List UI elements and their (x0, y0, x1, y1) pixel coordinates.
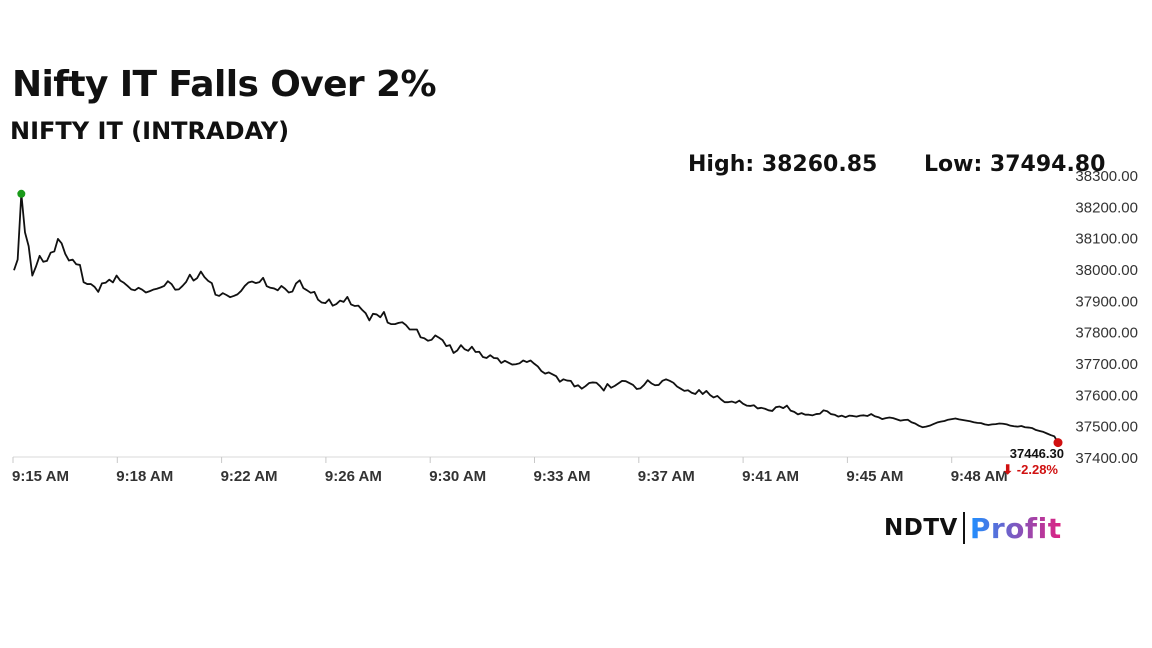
x-tick-label: 9:26 AM (325, 468, 382, 485)
first-point-marker (17, 189, 26, 198)
y-tick-label: 37900.00 (1075, 293, 1138, 310)
x-tick-label: 9:22 AM (221, 468, 278, 485)
chart-headline: Nifty IT Falls Over 2% (12, 64, 437, 105)
y-tick-label: 38100.00 (1075, 231, 1138, 248)
y-tick-label: 37600.00 (1075, 387, 1138, 404)
series-line-nifty-it (13, 192, 1059, 444)
last-point-marker (1053, 438, 1063, 448)
x-tick-label: 9:15 AM (12, 468, 69, 485)
y-tick-label: 37400.00 (1075, 450, 1138, 467)
x-tick-label: 9:33 AM (534, 468, 591, 485)
y-tick-label: 37700.00 (1075, 356, 1138, 373)
high-value: High: 38260.85 (688, 152, 878, 177)
x-axis: 9:15 AM 9:18 AM 9:22 AM 9:26 AM 9:30 AM 9:33 … (12, 456, 1060, 485)
x-tick-label: 9:45 AM (846, 468, 903, 485)
y-tick-label: 38000.00 (1075, 262, 1138, 279)
last-value-label: 37446.30 (1010, 446, 1064, 461)
x-tick-label: 9:18 AM (116, 468, 173, 485)
low-value: Low: 37494.80 (924, 152, 1106, 177)
brand-separator (962, 512, 965, 544)
x-tick-label: 9:30 AM (429, 468, 486, 485)
x-tick-label: 9:48 AM (951, 468, 1008, 485)
y-tick-label: 37800.00 (1075, 325, 1138, 342)
brand-ndtv: NDTV (884, 515, 958, 541)
ndtv-profit-logo: NDTV Profit (884, 510, 1062, 546)
brand-profit: Profit (969, 511, 1062, 545)
plot-area: 37446.30⬇ -2.28% (13, 189, 1064, 477)
y-axis: 38300.00 38200.00 38100.00 38000.00 37900.00… (1075, 168, 1138, 467)
x-tick-label: 9:41 AM (742, 468, 799, 485)
chart-subtitle: NIFTY IT (INTRADAY) (10, 117, 290, 145)
y-tick-label: 38200.00 (1075, 199, 1138, 216)
y-tick-label: 37500.00 (1075, 419, 1138, 436)
x-tick-label: 9:37 AM (638, 468, 695, 485)
last-change-label: ⬇ -2.28% (1002, 462, 1058, 477)
y-tick-label: 38300.00 (1075, 168, 1138, 185)
